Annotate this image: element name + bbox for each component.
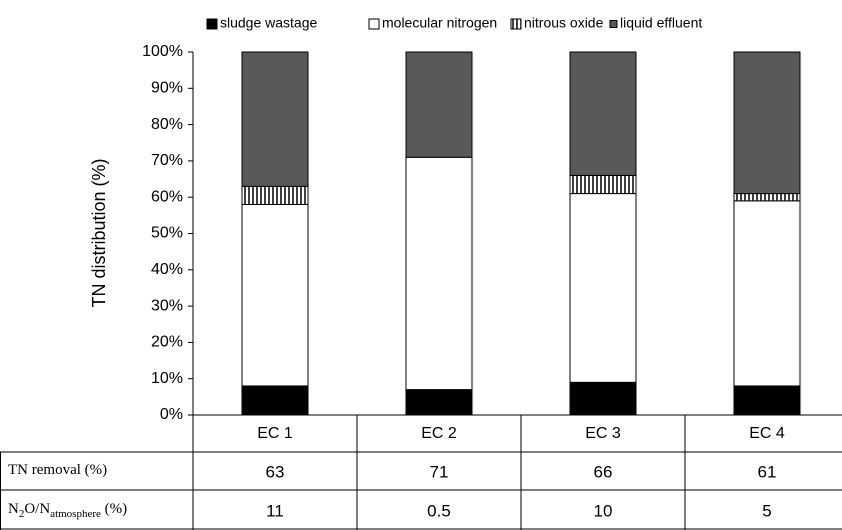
y-tick-label: 80% <box>151 116 183 133</box>
table-cell: 5 <box>762 501 771 520</box>
bar-segment <box>733 200 801 387</box>
bar-segment <box>241 385 309 416</box>
y-tick-label: 50% <box>151 225 183 242</box>
table-cell: 10 <box>594 501 613 520</box>
row-label-part: O/N <box>24 501 50 517</box>
row-label: N2O/Natmosphere (%) <box>8 501 127 519</box>
legend-swatch <box>206 18 218 30</box>
x-tick-label: EC 3 <box>585 425 621 442</box>
legend-swatch <box>368 18 380 30</box>
legend-label: nitrous oxide <box>524 15 604 31</box>
table-cell: 66 <box>594 462 613 481</box>
x-tick-label: EC 2 <box>421 425 457 442</box>
table-cell: 11 <box>266 501 284 520</box>
y-tick-label: 70% <box>151 152 183 169</box>
bar-segment <box>569 174 637 195</box>
row-label-part: TN removal (%) <box>8 462 107 478</box>
bar-segment <box>569 51 637 176</box>
table-cell: 63 <box>266 462 285 481</box>
y-tick-label: 40% <box>151 261 183 278</box>
table-cell: 71 <box>430 462 449 481</box>
bar-segment <box>241 51 309 187</box>
row-label-part: 2 <box>19 508 25 520</box>
row-label: TN removal (%) <box>8 462 107 478</box>
bar-segment <box>405 51 473 158</box>
y-tick-label: 60% <box>151 188 183 205</box>
y-tick-label: 90% <box>151 80 183 97</box>
legend-label: molecular nitrogen <box>382 15 497 31</box>
legend-swatch <box>510 18 522 30</box>
bar-segment <box>569 381 637 416</box>
legend-label: sludge wastage <box>220 15 318 31</box>
row-label-part: (%) <box>101 501 127 517</box>
bar-segment <box>241 203 309 387</box>
legend-swatch <box>609 20 618 28</box>
y-axis-label: TN distribution (%) <box>89 158 109 307</box>
y-tick-label: 30% <box>151 297 183 314</box>
row-label-part: atmosphere <box>50 508 101 520</box>
x-tick-label: EC 1 <box>257 425 293 442</box>
y-tick-label: 20% <box>151 334 183 351</box>
bar-segment <box>405 389 473 416</box>
table-cell: 0.5 <box>427 501 451 520</box>
row-label-part: N <box>8 501 19 517</box>
table-cell: 61 <box>758 462 777 481</box>
legend-label: liquid effluent <box>620 15 702 31</box>
bar-segment <box>405 156 473 391</box>
y-tick-label: 10% <box>151 370 183 387</box>
x-tick-label: EC 4 <box>749 425 785 442</box>
bar-segment <box>733 193 801 202</box>
bar-segment <box>733 51 801 195</box>
bar-segment <box>241 185 309 205</box>
y-tick-label: 100% <box>142 43 183 60</box>
y-tick-label: 0% <box>160 406 183 423</box>
bar-segment <box>569 193 637 383</box>
bar-segment <box>733 385 801 416</box>
